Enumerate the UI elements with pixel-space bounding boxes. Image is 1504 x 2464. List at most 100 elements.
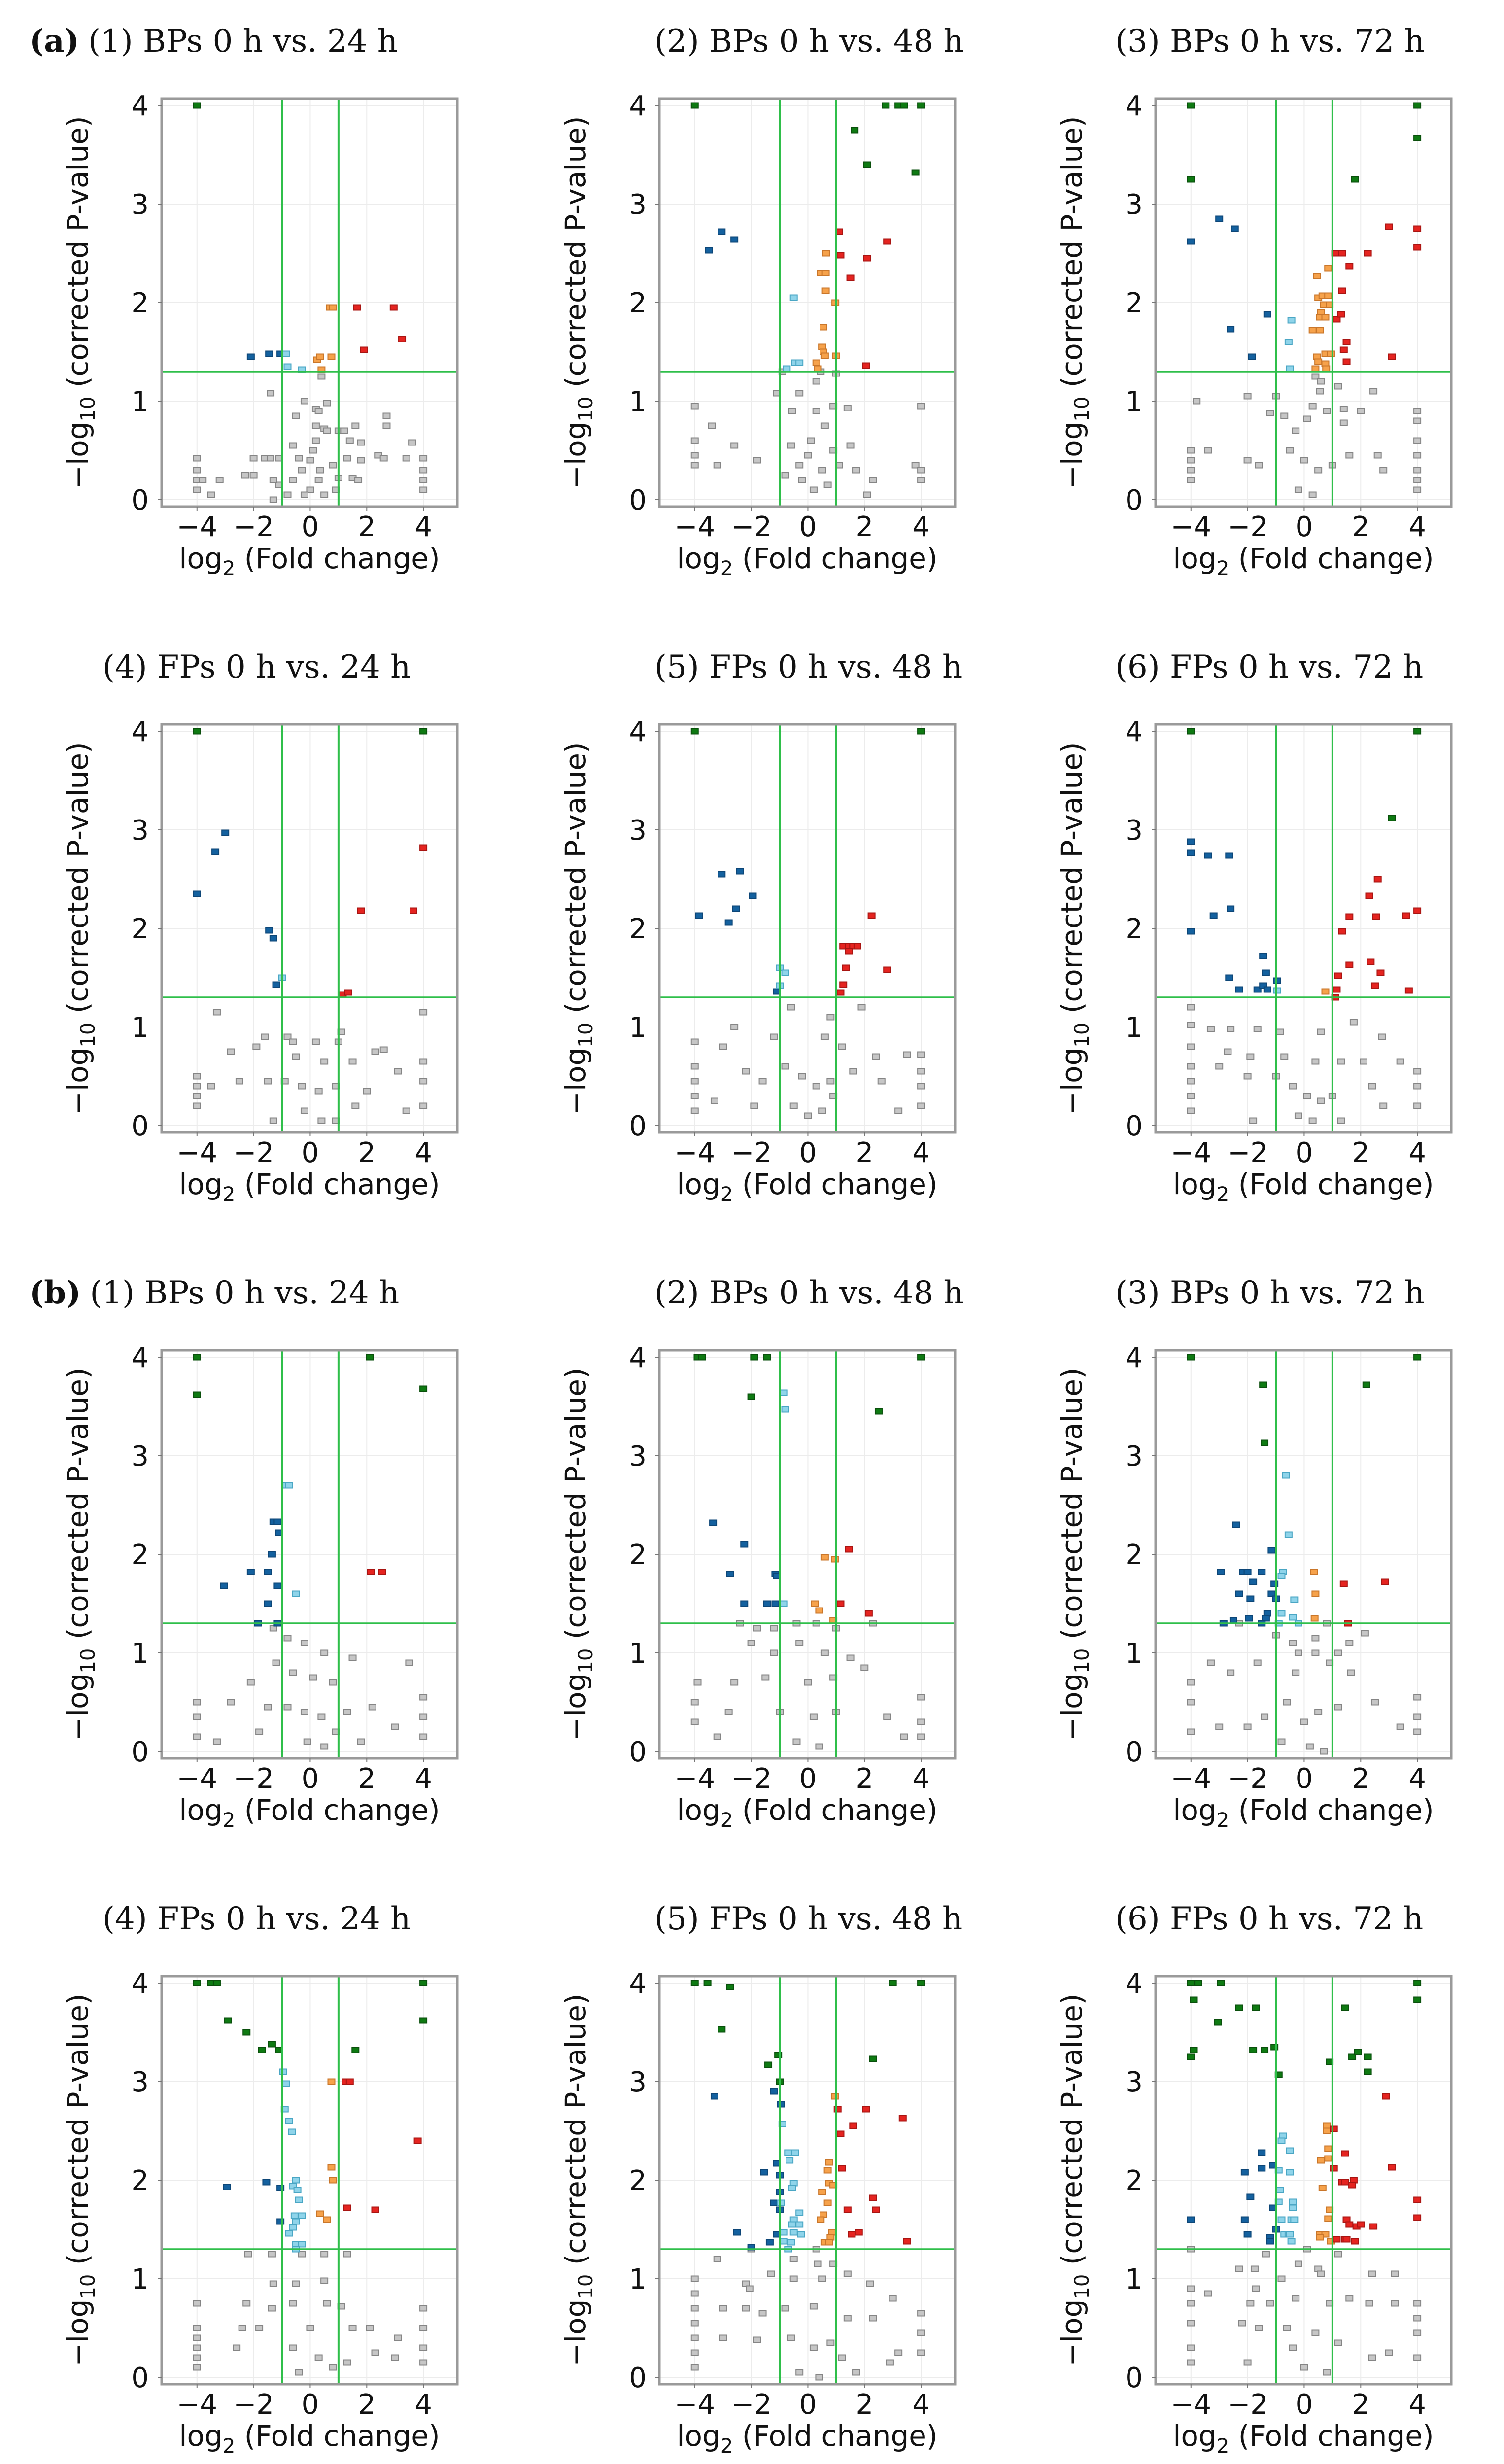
point-lightblue	[1276, 2187, 1284, 2193]
point-blue	[740, 1541, 749, 1548]
point-gray	[730, 1024, 739, 1030]
point-green	[419, 1980, 428, 1986]
point-green	[690, 728, 699, 735]
point-gray	[207, 491, 215, 498]
point-gray	[1206, 1026, 1215, 1032]
point-red	[1330, 2125, 1338, 2132]
point-gray	[690, 1078, 699, 1085]
point-gray	[419, 486, 428, 493]
point-red	[855, 2229, 863, 2236]
point-gray	[1413, 1102, 1422, 1109]
panel-title-text: (4) FPs 0 h vs. 24 h	[103, 1901, 410, 1937]
point-lightblue	[1286, 2147, 1294, 2154]
point-orange	[812, 359, 820, 366]
point-gray	[323, 2300, 331, 2307]
point-gray	[786, 442, 795, 449]
point-gray	[1243, 1073, 1252, 1080]
x-tick-label: 0	[302, 2389, 319, 2421]
point-gray	[314, 477, 323, 483]
y-axis-label-base: −log	[1055, 2299, 1089, 2367]
point-green	[351, 2047, 360, 2053]
point-blue	[1246, 2193, 1255, 2200]
point-gray	[1413, 452, 1422, 459]
point-green	[1187, 102, 1195, 109]
point-gray	[269, 477, 277, 483]
point-lightblue	[780, 1600, 788, 1607]
point-gray	[838, 1043, 846, 1050]
point-blue	[1235, 986, 1243, 993]
y-axis-label-subscript: 10	[77, 2274, 100, 2299]
point-gray	[846, 1654, 855, 1661]
point-gray	[298, 467, 306, 474]
point-lightblue	[780, 1389, 788, 1396]
point-blue	[1240, 2169, 1249, 2176]
point-orange	[825, 2159, 833, 2166]
point-red	[1341, 2150, 1349, 2157]
point-lightblue	[289, 2224, 297, 2231]
point-lightblue	[298, 2212, 306, 2219]
point-gray	[1187, 1043, 1195, 1050]
point-red	[1342, 358, 1351, 365]
point-lightblue	[786, 2157, 794, 2164]
point-lightblue	[788, 2221, 796, 2228]
point-gray	[199, 477, 207, 483]
point-gray	[894, 1107, 903, 1114]
x-tick-label: −2	[731, 1137, 772, 1169]
point-blue	[1217, 1569, 1225, 1575]
point-blue	[1258, 2149, 1266, 2156]
point-gray	[300, 1709, 308, 1715]
point-orange	[1321, 314, 1330, 321]
point-gray	[268, 2305, 276, 2312]
y-axis-label-base: −log	[559, 1674, 592, 1741]
point-gray	[781, 2305, 789, 2312]
panel-title: (6) FPs 0 h vs. 72 h	[1115, 649, 1423, 685]
point-gray	[1413, 1694, 1422, 1701]
point-gray	[746, 2285, 754, 2292]
panel-title-text: (4) FPs 0 h vs. 24 h	[103, 649, 410, 685]
point-gray	[289, 2300, 297, 2307]
point-gray	[320, 1058, 329, 1065]
point-gray	[809, 486, 818, 493]
y-axis-label-rest: (corrected P-value)	[1055, 1368, 1089, 1648]
y-axis-label-base: −log	[61, 2299, 95, 2367]
point-orange	[820, 352, 829, 359]
point-gray	[269, 2280, 277, 2287]
point-gray	[193, 1073, 201, 1080]
point-red	[845, 948, 853, 955]
point-gray	[1204, 2290, 1212, 2297]
point-lightblue	[1277, 1610, 1286, 1617]
point-gray	[269, 1117, 277, 1124]
point-red	[1345, 2221, 1354, 2228]
point-gray	[719, 2334, 727, 2341]
point-gray	[917, 1051, 925, 1058]
panel-title-text: (2) BPs 0 h vs. 48 h	[654, 23, 964, 60]
point-red	[864, 1610, 873, 1617]
point-gray	[690, 1107, 699, 1114]
point-red	[1351, 2238, 1359, 2245]
point-green	[193, 1354, 201, 1361]
y-axis-label-rest: (corrected P-value)	[1055, 742, 1089, 1022]
point-gray	[1323, 2369, 1331, 2376]
point-gray	[193, 467, 201, 474]
point-green	[917, 728, 925, 735]
point-gray	[818, 467, 826, 474]
x-tick-label: 2	[358, 1137, 376, 1169]
point-gray	[1277, 1738, 1286, 1745]
point-red	[1388, 2164, 1396, 2171]
point-blue	[732, 905, 740, 912]
point-gray	[1280, 412, 1289, 419]
point-orange	[1327, 350, 1335, 357]
point-gray	[348, 1654, 357, 1661]
point-gray	[1286, 447, 1294, 454]
x-tick-label: 0	[302, 1137, 319, 1169]
point-green	[703, 1980, 712, 1986]
point-gray	[804, 1679, 812, 1686]
point-red	[1339, 346, 1348, 353]
point-gray	[289, 1669, 297, 1676]
x-axis-label-subscript: 2	[720, 2435, 733, 2458]
point-gray	[1413, 486, 1422, 493]
point-gray	[1347, 1669, 1355, 1676]
point-lightblue	[1286, 2231, 1294, 2238]
x-axis-label: log2 (Fold change)	[179, 542, 440, 580]
point-orange	[1317, 2157, 1325, 2164]
